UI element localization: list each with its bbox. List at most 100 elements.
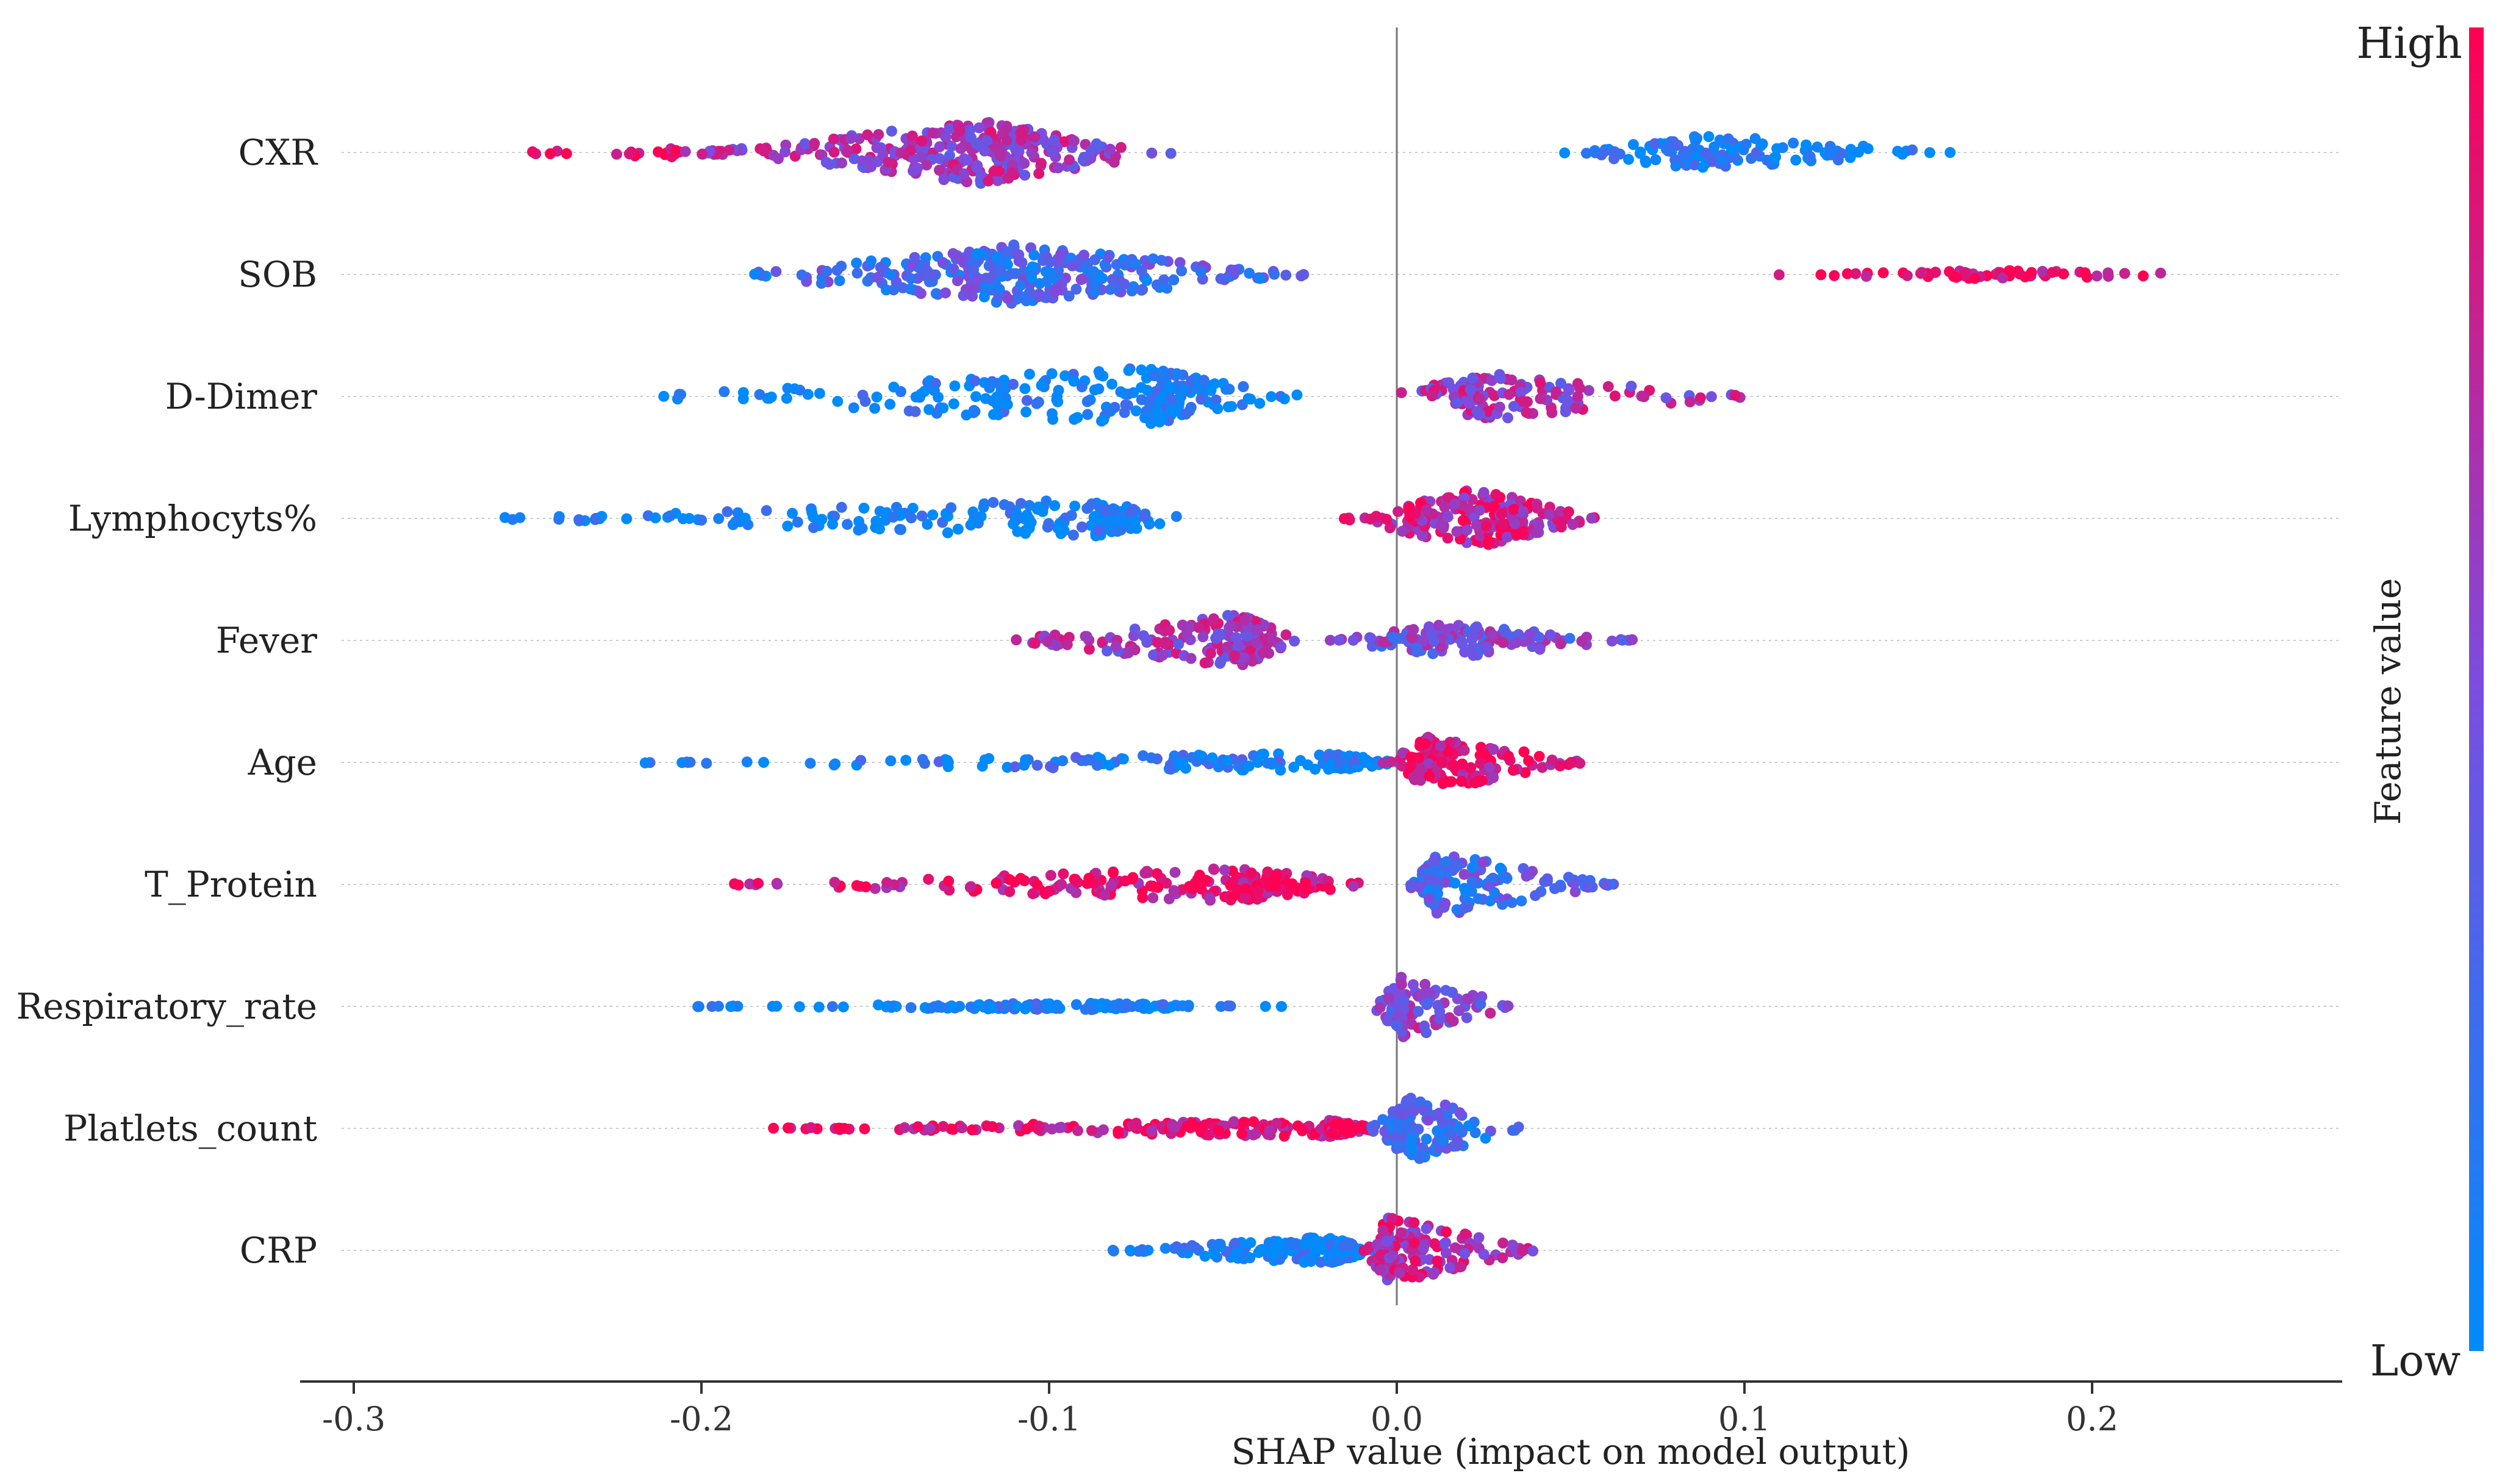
shap-point bbox=[1031, 998, 1042, 1009]
shap-point bbox=[1393, 506, 1404, 517]
shap-point bbox=[1169, 750, 1180, 762]
shap-point bbox=[927, 269, 938, 281]
shap-point bbox=[1280, 629, 1292, 640]
shap-point bbox=[1554, 760, 1566, 772]
shap-point bbox=[851, 257, 862, 269]
shap-point bbox=[1439, 1099, 1451, 1111]
shap-point bbox=[1451, 397, 1463, 409]
shap-point bbox=[1187, 883, 1198, 894]
shap-point bbox=[916, 511, 928, 522]
shap-point bbox=[856, 523, 868, 534]
shap-point bbox=[749, 268, 761, 280]
shap-point bbox=[1229, 1238, 1241, 1249]
shap-point bbox=[930, 288, 942, 299]
shap-point bbox=[1011, 508, 1023, 520]
shap-point bbox=[1103, 520, 1114, 532]
shap-point bbox=[938, 174, 950, 185]
shap-point bbox=[1506, 375, 1518, 385]
shap-point bbox=[1518, 506, 1529, 517]
shap-point bbox=[1424, 770, 1435, 782]
shap-point bbox=[1206, 752, 1218, 764]
shap-point bbox=[1285, 1236, 1297, 1248]
shap-point bbox=[968, 263, 980, 275]
shap-point bbox=[1474, 393, 1486, 405]
shap-point bbox=[1567, 518, 1579, 530]
feature-label: CXR bbox=[238, 132, 319, 173]
shap-point bbox=[954, 125, 966, 137]
shap-point bbox=[1291, 389, 1303, 401]
colorbar-low-label: Low bbox=[2370, 1336, 2461, 1386]
feature-row-cxr bbox=[527, 116, 1956, 189]
shap-point bbox=[758, 756, 770, 768]
feature-row-t-protein bbox=[729, 851, 1619, 919]
shap-point bbox=[1422, 1114, 1434, 1126]
shap-point bbox=[1691, 132, 1703, 144]
shap-point bbox=[1057, 755, 1069, 767]
shap-point bbox=[1053, 1122, 1065, 1133]
shap-point bbox=[1109, 401, 1120, 413]
shap-point bbox=[1457, 758, 1468, 770]
shap-point bbox=[1773, 269, 1785, 281]
shap-point bbox=[1486, 375, 1497, 386]
shap-point bbox=[915, 288, 927, 299]
shap-point bbox=[1508, 401, 1519, 412]
shap-point bbox=[1408, 1105, 1419, 1117]
shap-point bbox=[1396, 978, 1407, 990]
shap-point bbox=[696, 514, 708, 526]
shap-point bbox=[1272, 1243, 1283, 1255]
shap-point bbox=[653, 146, 664, 157]
shap-point bbox=[1507, 1239, 1518, 1251]
shap-point bbox=[940, 131, 952, 143]
shap-point bbox=[1067, 529, 1079, 541]
shap-point bbox=[1517, 1246, 1529, 1256]
shap-point bbox=[1684, 396, 1696, 407]
shap-point bbox=[1297, 1125, 1308, 1136]
shap-point bbox=[2058, 268, 2070, 280]
shap-point bbox=[1026, 272, 1038, 284]
shap-point bbox=[682, 756, 694, 768]
shap-point bbox=[1165, 148, 1177, 159]
shap-point bbox=[1266, 634, 1278, 645]
shap-point bbox=[1416, 989, 1427, 1000]
shap-point bbox=[1494, 401, 1505, 413]
shap-point bbox=[1432, 1255, 1443, 1267]
shap-point bbox=[1026, 147, 1038, 159]
shap-point bbox=[1031, 879, 1043, 891]
shap-point bbox=[722, 506, 733, 517]
shap-point bbox=[828, 146, 840, 158]
shap-point bbox=[1245, 393, 1256, 405]
shap-point bbox=[806, 507, 818, 518]
shap-point bbox=[912, 162, 923, 174]
shap-point bbox=[1152, 405, 1163, 417]
shap-point bbox=[639, 757, 651, 769]
shap-point bbox=[1004, 501, 1016, 512]
shap-point bbox=[1008, 518, 1019, 530]
shap-point bbox=[907, 503, 919, 514]
shap-point bbox=[897, 282, 909, 293]
shap-point bbox=[1063, 290, 1075, 302]
shap-point bbox=[754, 389, 765, 400]
shap-point bbox=[923, 873, 934, 885]
shap-point bbox=[1627, 139, 1639, 150]
shap-point bbox=[958, 290, 969, 301]
shap-point bbox=[945, 502, 957, 514]
shap-point bbox=[1523, 755, 1535, 767]
x-tick-label: 0.0 bbox=[1371, 1400, 1423, 1438]
shap-point bbox=[1569, 886, 1581, 897]
shap-point bbox=[1458, 869, 1470, 880]
shap-point bbox=[1144, 409, 1155, 421]
shap-point bbox=[1059, 370, 1071, 382]
shap-point bbox=[971, 248, 983, 259]
shap-point bbox=[1213, 1238, 1225, 1250]
shap-point bbox=[1224, 384, 1235, 395]
shap-point bbox=[1001, 123, 1012, 134]
shap-point bbox=[991, 878, 1002, 889]
shap-point bbox=[1703, 131, 1715, 142]
shap-point bbox=[955, 143, 967, 154]
shap-point bbox=[1418, 1242, 1429, 1253]
shap-point bbox=[1229, 650, 1241, 662]
shap-point bbox=[1907, 144, 1918, 156]
shap-point bbox=[1599, 146, 1610, 157]
shap-point bbox=[1602, 381, 1614, 392]
shap-point bbox=[1454, 1107, 1466, 1119]
